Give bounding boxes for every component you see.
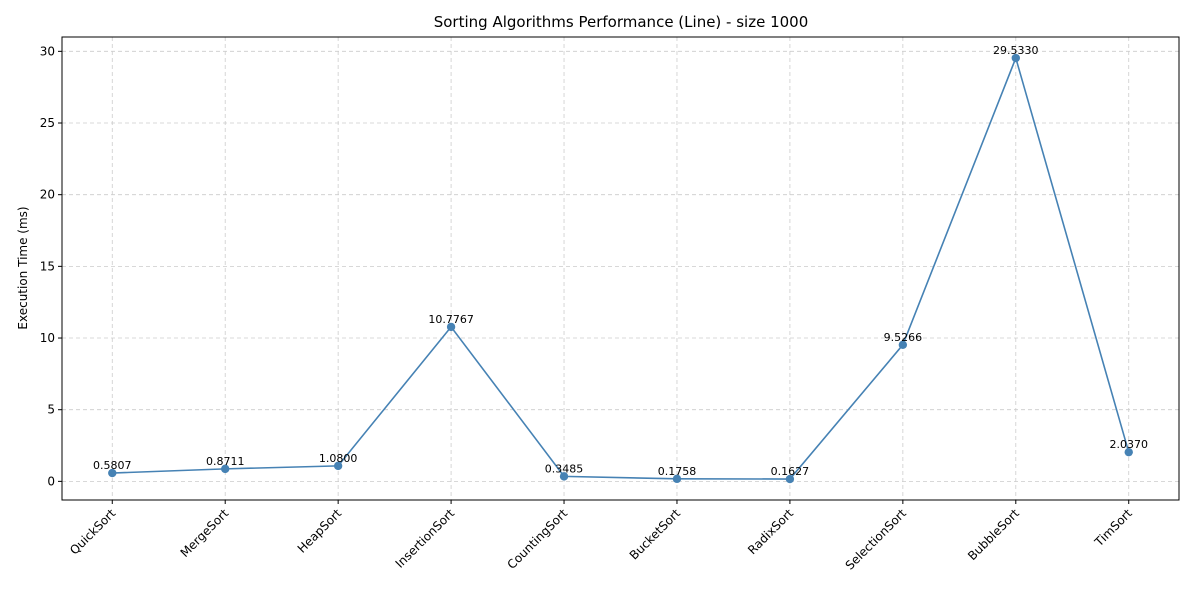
plot-frame — [61, 36, 1180, 501]
data-point — [221, 464, 230, 474]
y-tick-label: 10 — [40, 331, 55, 345]
data-point — [1124, 447, 1133, 457]
data-point — [446, 322, 456, 332]
chart-title: Sorting Algorithms Performance (Line) - … — [434, 13, 809, 31]
data-label: 10.7767 — [428, 313, 474, 326]
x-tick-label: BubbleSort — [965, 506, 1022, 563]
series — [108, 53, 1133, 484]
y-axis-label: Execution Time (ms) — [16, 206, 30, 329]
x-tick-label: TimSort — [1091, 506, 1135, 550]
data-label: 9.5266 — [884, 331, 923, 344]
x-tick-label: MergeSort — [178, 506, 232, 560]
x-tick-label: CountingSort — [505, 506, 571, 572]
data-label: 0.8711 — [206, 455, 245, 468]
y-tick-label: 25 — [40, 116, 55, 130]
data-point — [898, 340, 908, 350]
x-tick-label: InsertionSort — [393, 506, 458, 571]
data-label: 0.1627 — [771, 465, 810, 478]
series-line — [112, 55, 1130, 480]
x-tick-label: RadixSort — [745, 506, 796, 557]
x-tick-label: SelectionSort — [843, 506, 910, 573]
y-axis: 0 5 10 15 20 25 30 — [40, 44, 62, 488]
x-tick-label: HeapSort — [295, 506, 345, 556]
data-point — [333, 461, 343, 471]
data-label: 1.0800 — [319, 452, 358, 465]
data-label: 0.3485 — [545, 462, 584, 475]
data-label: 0.5807 — [93, 459, 132, 472]
data-point — [108, 468, 117, 478]
x-axis: QuickSort MergeSort HeapSort InsertionSort C… — [67, 500, 1135, 573]
y-tick-label: 5 — [47, 403, 55, 417]
data-point — [672, 474, 682, 484]
data-point — [1011, 53, 1020, 63]
y-tick-label: 20 — [40, 188, 55, 202]
y-tick-label: 0 — [47, 474, 55, 488]
y-tick-label: 30 — [40, 44, 55, 58]
data-label: 2.0370 — [1109, 438, 1148, 451]
x-tick-label: BucketSort — [627, 506, 684, 563]
data-labels: 0.5807 0.8711 1.0800 10.7767 0.3485 0.1758 0.1… — [93, 44, 1148, 478]
data-point — [559, 472, 569, 481]
data-label: 0.1758 — [658, 465, 697, 478]
data-label: 29.5330 — [993, 44, 1039, 57]
data-point — [785, 474, 795, 484]
grid — [62, 37, 1179, 500]
y-tick-label: 15 — [40, 259, 55, 273]
x-tick-label: QuickSort — [67, 506, 118, 557]
